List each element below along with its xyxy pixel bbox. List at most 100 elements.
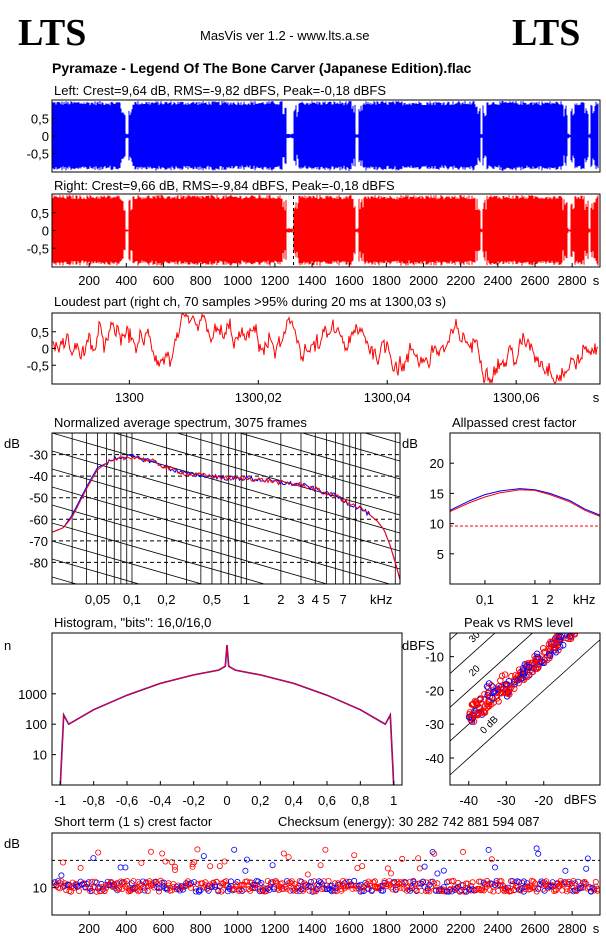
right-channel-frame	[51, 193, 601, 268]
right-channel-xtick-label: 2400	[483, 273, 512, 288]
shortcrest-point	[495, 887, 502, 894]
peakrms-point	[575, 623, 581, 629]
peakrms-point	[526, 671, 533, 679]
right-channel-xunit-label: s	[593, 273, 600, 288]
peakrms-point	[588, 623, 594, 629]
shortcrest-point	[269, 862, 276, 869]
peakrms-point	[585, 623, 591, 629]
shortcrest-point	[95, 849, 102, 856]
peakrms-point	[585, 623, 591, 629]
shortcrest-point	[216, 863, 223, 870]
peakrms-point	[545, 650, 553, 658]
loudest-part-title: Loudest part (right ch, 70 samples >95% …	[54, 294, 446, 309]
shortcrest-point	[415, 855, 422, 862]
allpass-ylabel: dB	[402, 436, 418, 451]
peakrms-point	[502, 680, 510, 688]
spectrum-xtick-label: 2	[277, 592, 284, 607]
peakrms-point	[519, 668, 527, 675]
peakrms-point	[573, 623, 579, 629]
histogram-ytick-label: 100	[25, 717, 47, 732]
shortcrest-point	[540, 886, 547, 893]
spectrum-slope-line	[52, 486, 392, 584]
shortcrest-point	[171, 867, 178, 874]
shortcrest-point	[251, 884, 258, 891]
shortcrest-point	[564, 888, 571, 895]
shortcrest-point	[77, 864, 84, 871]
shortcrest-point	[76, 888, 83, 895]
peakrms-point	[470, 718, 478, 725]
spectrum-slope-line	[52, 540, 204, 584]
right-channel-xtick-label: 1800	[372, 273, 401, 288]
shortcrest-point	[407, 878, 414, 885]
spectrum-xtick-label: 3	[297, 592, 304, 607]
shortcrest-point	[288, 878, 295, 885]
shortcrest-point	[202, 879, 209, 886]
shortcrest-point	[133, 886, 140, 893]
peakrms-point	[466, 710, 473, 718]
shortcrest-point	[368, 888, 375, 895]
spectrum-ytick-label: -30	[29, 448, 48, 463]
peakrms-point	[567, 633, 575, 641]
allpass-title: Allpassed crest factor	[452, 415, 577, 430]
spectrum-slope-lines	[52, 307, 400, 584]
shortcrest-point	[431, 850, 438, 857]
peakrms-point	[575, 623, 581, 629]
spectrum-slope-line	[52, 307, 400, 407]
peakrms-point	[489, 694, 496, 702]
peakrms-point	[575, 623, 581, 629]
histogram-frame	[51, 632, 403, 786]
spectrum-xtick-label: 5	[323, 592, 330, 607]
histogram-xtick-label: 0,6	[318, 793, 336, 808]
shortcrest-point	[147, 848, 154, 855]
shortcrest-xtick-label: 2200	[446, 921, 475, 936]
shortcrest-point	[200, 853, 207, 860]
peakrms-point	[495, 698, 502, 705]
allpass-xlabel: kHz	[573, 592, 595, 607]
shortcrest-point	[68, 888, 75, 895]
spectrum-xtick-label: 0,5	[203, 592, 221, 607]
right-channel-xtick-label: 2800	[558, 273, 587, 288]
shortcrest-point	[431, 880, 438, 887]
right-channel-xtick-label: 400	[115, 273, 137, 288]
right-channel-xtick-label: 1200	[260, 273, 289, 288]
shortcrest-point	[365, 885, 372, 892]
loudest-ytick-label: 0,5	[31, 325, 49, 340]
checksum-text: Checksum (energy): 30 282 742 881 594 08…	[278, 814, 540, 829]
peakrms-point	[578, 623, 584, 629]
peakrms-point	[575, 623, 581, 629]
shortcrest-point	[101, 888, 108, 895]
shortcrest-point	[221, 858, 228, 865]
shortcrest-point	[144, 888, 151, 895]
peakrms-title: Peak vs RMS level	[464, 615, 573, 630]
shortcrest-point	[434, 870, 441, 877]
shortcrest-point	[116, 886, 123, 893]
shortcrest-xunit-label: s	[593, 921, 600, 936]
peakrms-ylabel: dBFS	[402, 638, 435, 653]
loudest-xtick-label: 1300,06	[493, 390, 540, 405]
spectrum-left-series	[51, 453, 401, 580]
peakrms-point	[523, 660, 530, 668]
shortcrest-point	[496, 882, 503, 889]
peakrms-point	[574, 623, 580, 629]
shortcrest-point	[280, 850, 287, 857]
spectrum-slope-line	[238, 433, 400, 480]
shortcrest-point	[493, 880, 500, 887]
allpass-xtick-label: 2	[546, 592, 553, 607]
histogram-xtick-label: -0,4	[149, 793, 171, 808]
shortcrest-point	[143, 879, 150, 886]
spectrum-ytick-label: -50	[29, 491, 48, 506]
histogram-left-series	[59, 645, 395, 786]
shortcrest-point	[207, 863, 214, 870]
spectrum-ytick-label: -40	[29, 469, 48, 484]
peakrms-point	[493, 695, 501, 702]
spectrum-slope-line	[52, 433, 400, 534]
peakrms-xtick-label: -30	[497, 793, 516, 808]
allpass-xtick-label: 1	[531, 592, 538, 607]
peakrms-point	[501, 671, 509, 678]
shortcrest-xtick-label: 1200	[260, 921, 289, 936]
shortcrest-point	[591, 887, 598, 894]
spectrum-xtick-label: 0,05	[85, 592, 110, 607]
shortcrest-point	[179, 884, 186, 891]
peakrms-point	[531, 657, 539, 665]
